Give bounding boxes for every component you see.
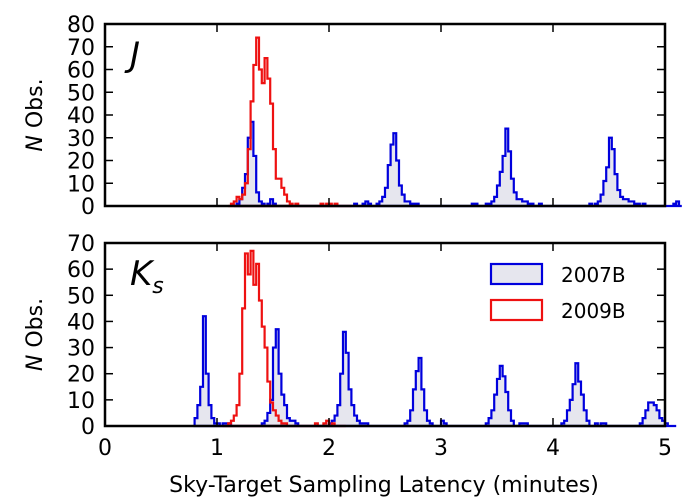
- y-axis-label: N Obs.: [23, 78, 48, 151]
- legend-swatch-2007B: [489, 262, 544, 286]
- y-tick-label: 10: [67, 172, 95, 197]
- y-tick-label: 30: [67, 337, 95, 362]
- y-tick-label: 30: [67, 127, 95, 152]
- x-tick-label: 0: [98, 436, 112, 461]
- y-tick-label: 70: [67, 232, 95, 257]
- histogram-series-2009B: [228, 36, 352, 208]
- legend: 2007B 2009B: [489, 262, 626, 323]
- y-tick-label: 20: [67, 150, 95, 175]
- y-tick-label: 10: [67, 389, 95, 414]
- axes-frame: [103, 241, 667, 428]
- legend-swatch-2009B: [489, 298, 544, 322]
- y-tick-label: 60: [67, 258, 95, 283]
- x-tick-label: 4: [546, 436, 560, 461]
- x-tick-label: 1: [210, 436, 224, 461]
- y-tick-label: 70: [67, 36, 95, 61]
- y-tick-label: 50: [67, 284, 95, 309]
- legend-label-2007B: 2007B: [561, 263, 626, 287]
- y-tick-label: 0: [81, 195, 95, 220]
- x-tick-label: 5: [658, 436, 672, 461]
- y-tick-label: 50: [67, 81, 95, 106]
- y-axis-label: N Obs.: [23, 298, 48, 371]
- y-tick-label: 80: [67, 13, 95, 38]
- x-axis-label: Sky-Target Sampling Latency (minutes): [169, 473, 599, 498]
- panel-label: Ks: [130, 254, 164, 299]
- x-tick-label: 3: [434, 436, 448, 461]
- y-tick-label: 40: [67, 310, 95, 335]
- y-tick-label: 0: [81, 415, 95, 440]
- panel-label: J: [124, 35, 140, 75]
- legend-label-2009B: 2009B: [561, 299, 626, 323]
- axes-frame: [103, 22, 667, 208]
- x-tick-label: 2: [322, 436, 336, 461]
- y-tick-label: 60: [67, 59, 95, 84]
- x-tick-labels: 0 1 2 3 4 5: [98, 436, 672, 461]
- histogram-series-2009B: [222, 249, 346, 428]
- y-tick-label: 40: [67, 104, 95, 129]
- histogram-series-2007B: [233, 120, 682, 208]
- y-tick-label: 20: [67, 363, 95, 388]
